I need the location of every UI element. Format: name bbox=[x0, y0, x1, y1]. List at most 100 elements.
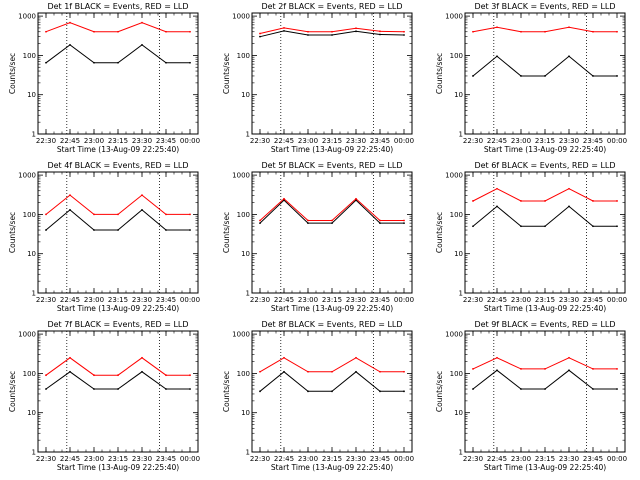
data-point bbox=[331, 30, 333, 33]
x-tick-label: 22:30 bbox=[463, 455, 483, 463]
data-point bbox=[189, 388, 191, 390]
y-tick-label: 1 bbox=[459, 449, 463, 457]
x-tick-label: 23:00 bbox=[298, 296, 318, 304]
data-point bbox=[93, 30, 95, 33]
y-tick-label: 1 bbox=[246, 131, 250, 139]
y-tick-label: 1000 bbox=[445, 172, 463, 180]
data-point bbox=[69, 194, 71, 196]
x-tick-label: 00:00 bbox=[394, 296, 414, 304]
data-point bbox=[472, 368, 474, 370]
x-tick-label: 22:45 bbox=[274, 455, 294, 463]
data-point bbox=[283, 27, 285, 29]
y-tick-label: 1000 bbox=[18, 13, 36, 21]
x-tick-label: 00:00 bbox=[607, 455, 627, 463]
x-tick-label: 23:00 bbox=[298, 137, 318, 145]
data-point bbox=[259, 32, 261, 35]
y-tick-label: 1 bbox=[246, 449, 250, 457]
data-point bbox=[379, 222, 381, 225]
data-point bbox=[165, 213, 167, 216]
x-tick-label: 23:45 bbox=[370, 296, 390, 304]
x-tick-label: 23:30 bbox=[559, 296, 579, 304]
data-point bbox=[331, 34, 333, 36]
x-tick-label: 23:45 bbox=[583, 455, 603, 463]
x-axis-title: Start Time (13-Aug-09 22:25:40) bbox=[484, 304, 606, 313]
x-tick-label: 22:45 bbox=[274, 137, 294, 145]
data-point bbox=[592, 368, 594, 370]
data-point bbox=[141, 194, 143, 196]
chart-panel: Det 7f BLACK = Events, RED = LLD 1 10 100 10… bbox=[8, 320, 200, 472]
x-tick-label: 23:15 bbox=[108, 296, 128, 304]
data-point bbox=[616, 388, 618, 390]
data-point bbox=[93, 229, 95, 231]
data-point bbox=[189, 213, 191, 216]
y-tick-label: 10 bbox=[27, 250, 36, 258]
y-tick-label: 10 bbox=[241, 91, 250, 99]
data-point bbox=[259, 390, 261, 393]
data-point bbox=[520, 368, 522, 370]
x-axis-title: Start Time (13-Aug-09 22:25:40) bbox=[57, 304, 179, 313]
data-point bbox=[496, 369, 498, 372]
x-axis-title: Start Time (13-Aug-09 22:25:40) bbox=[484, 145, 606, 154]
y-tick-label: 10 bbox=[454, 250, 463, 258]
x-axis-title: Start Time (13-Aug-09 22:25:40) bbox=[271, 145, 393, 154]
series-line bbox=[472, 205, 617, 227]
data-point bbox=[544, 225, 546, 228]
x-tick-label: 23:00 bbox=[84, 137, 104, 145]
data-point bbox=[472, 30, 474, 33]
data-point bbox=[45, 30, 47, 33]
chart-title: Det 1f BLACK = Events, RED = LLD bbox=[47, 2, 188, 11]
x-tick-label: 23:45 bbox=[156, 137, 176, 145]
x-tick-label: 23:15 bbox=[322, 137, 342, 145]
data-point bbox=[259, 35, 261, 38]
y-tick-label: 1 bbox=[246, 290, 250, 298]
y-tick-label: 10 bbox=[454, 91, 463, 99]
x-tick-label: 22:45 bbox=[274, 296, 294, 304]
data-point bbox=[283, 356, 285, 359]
x-tick-label: 23:15 bbox=[322, 296, 342, 304]
data-point bbox=[403, 222, 405, 225]
data-point bbox=[403, 370, 405, 373]
chart-panel: Det 1f BLACK = Events, RED = LLD 1 10 100 10… bbox=[8, 2, 200, 154]
data-point bbox=[331, 370, 333, 373]
series-line bbox=[472, 55, 617, 77]
x-tick-label: 23:30 bbox=[132, 137, 152, 145]
data-point bbox=[544, 30, 546, 33]
chart-panel: Det 8f BLACK = Events, RED = LLD 1 10 100 10… bbox=[222, 320, 414, 472]
x-tick-label: 23:15 bbox=[535, 455, 555, 463]
x-tick-label: 22:45 bbox=[60, 455, 80, 463]
y-axis-title: Counts/sec bbox=[8, 53, 17, 94]
data-point bbox=[544, 75, 546, 77]
data-point bbox=[544, 388, 546, 390]
x-tick-label: 22:30 bbox=[36, 137, 56, 145]
chart-title: Det 3f BLACK = Events, RED = LLD bbox=[474, 2, 615, 11]
x-tick-label: 00:00 bbox=[607, 137, 627, 145]
data-point bbox=[307, 30, 309, 33]
y-tick-label: 100 bbox=[450, 211, 463, 219]
data-point bbox=[117, 213, 119, 216]
y-tick-label: 100 bbox=[23, 211, 36, 219]
x-tick-label: 23:30 bbox=[346, 296, 366, 304]
y-axis-title: Counts/sec bbox=[222, 371, 231, 412]
y-tick-label: 1 bbox=[459, 131, 463, 139]
series-line bbox=[45, 22, 190, 33]
x-tick-label: 23:15 bbox=[108, 137, 128, 145]
data-point bbox=[259, 370, 261, 373]
data-point bbox=[472, 388, 474, 390]
y-axis-title: Counts/sec bbox=[8, 371, 17, 412]
y-tick-label: 1 bbox=[32, 290, 36, 298]
x-tick-label: 00:00 bbox=[607, 296, 627, 304]
data-point bbox=[403, 390, 405, 393]
x-tick-label: 23:30 bbox=[132, 455, 152, 463]
data-point bbox=[544, 200, 546, 202]
data-point bbox=[69, 21, 71, 24]
data-point bbox=[496, 55, 498, 58]
data-point bbox=[472, 75, 474, 77]
y-axis-title: Counts/sec bbox=[222, 53, 231, 94]
data-point bbox=[307, 390, 309, 393]
data-point bbox=[616, 200, 618, 202]
data-point bbox=[45, 61, 47, 64]
x-tick-label: 22:30 bbox=[36, 455, 56, 463]
data-point bbox=[592, 388, 594, 390]
data-point bbox=[592, 75, 594, 77]
